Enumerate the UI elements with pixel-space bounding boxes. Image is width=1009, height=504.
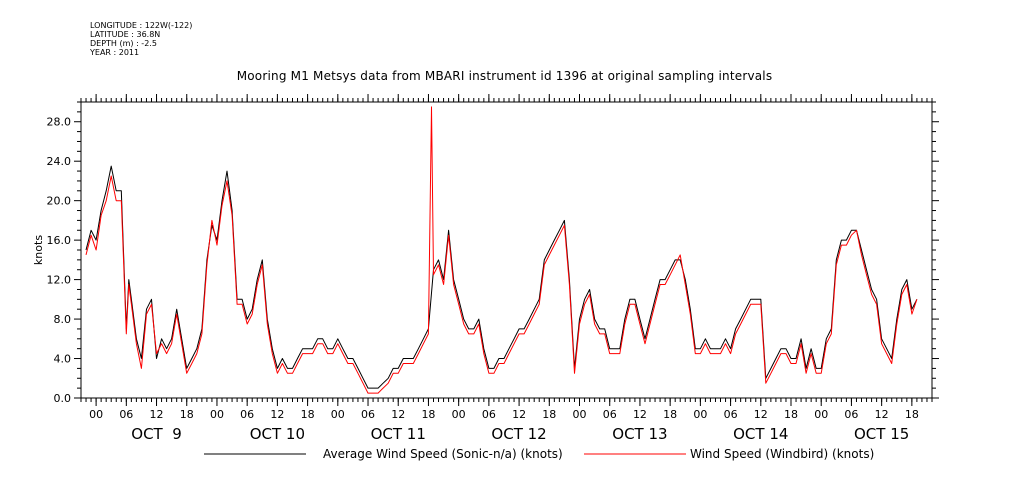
x-tick-label: 06 [603,408,617,421]
y-tick-label: 20.0 [47,195,72,208]
x-tick-label: 12 [633,408,647,421]
x-tick-label: 00 [814,408,828,421]
y-tick-label: 24.0 [47,155,72,168]
y-tick-label: 4.0 [54,353,72,366]
legend-label-sonic: Average Wind Speed (Sonic-n/a) (knots) [323,447,563,461]
x-day-label: OCT 14 [733,425,788,443]
x-tick-label: 00 [210,408,224,421]
x-tick-label: 06 [482,408,496,421]
x-tick-label: 12 [754,408,768,421]
x-tick-label: 06 [844,408,858,421]
y-tick-label: 28.0 [47,116,72,129]
depth-label: DEPTH (m) : -2.5 [90,39,157,48]
x-tick-label: 06 [240,408,254,421]
series-line-windbird [85,106,918,394]
x-tick-label: 00 [573,408,587,421]
x-day-label: OCT 10 [250,425,305,443]
x-day-label: OCT 13 [612,425,667,443]
x-day-label: OCT 11 [371,425,426,443]
x-tick-label: 00 [331,408,345,421]
y-tick-label: 0.0 [54,392,72,405]
y-tick-label: 8.0 [54,313,72,326]
x-tick-label: 12 [391,408,405,421]
x-tick-label: 18 [301,408,315,421]
x-tick-label: 12 [512,408,526,421]
x-tick-label: 18 [784,408,798,421]
chart-ticks [74,94,939,406]
x-tick-label: 18 [542,408,556,421]
x-day-label: OCT 15 [854,425,909,443]
x-tick-label: 00 [89,408,103,421]
x-tick-label: 18 [663,408,677,421]
chart-series [85,106,918,394]
chart-labels: 0.0 4.0 8.0 12.0 16.0 20.0 24.0 28.0 00 06 12 18 00 0… [32,116,919,443]
legend-label-windbird: Wind Speed (Windbird) (knots) [690,447,874,461]
x-tick-label: 06 [119,408,133,421]
chart-title: Mooring M1 Metsys data from MBARI instru… [236,69,773,83]
x-tick-label: 00 [693,408,707,421]
series-line-sonic [85,165,918,389]
x-tick-label: 18 [180,408,194,421]
x-day-label: OCT 9 [131,425,182,443]
x-tick-label: 18 [905,408,919,421]
y-axis-label: knots [32,235,45,265]
station-metadata: LONGITUDE : 122W(-122) LATITUDE : 36.8N … [90,21,192,57]
x-tick-label: 12 [875,408,889,421]
x-tick-label: 00 [452,408,466,421]
x-tick-label: 12 [150,408,164,421]
year-label: YEAR : 2011 [90,48,140,57]
y-tick-label: 12.0 [47,274,72,287]
y-tick-label: 16.0 [47,234,72,247]
x-tick-label: 12 [270,408,284,421]
x-day-label: OCT 12 [491,425,546,443]
latitude-label: LATITUDE : 36.8N [90,30,161,39]
longitude-label: LONGITUDE : 122W(-122) [90,21,193,30]
x-tick-label: 06 [724,408,738,421]
x-tick-label: 18 [421,408,435,421]
chart-legend: Average Wind Speed (Sonic-n/a) (knots) Wi… [204,447,874,461]
x-tick-label: 06 [361,408,375,421]
